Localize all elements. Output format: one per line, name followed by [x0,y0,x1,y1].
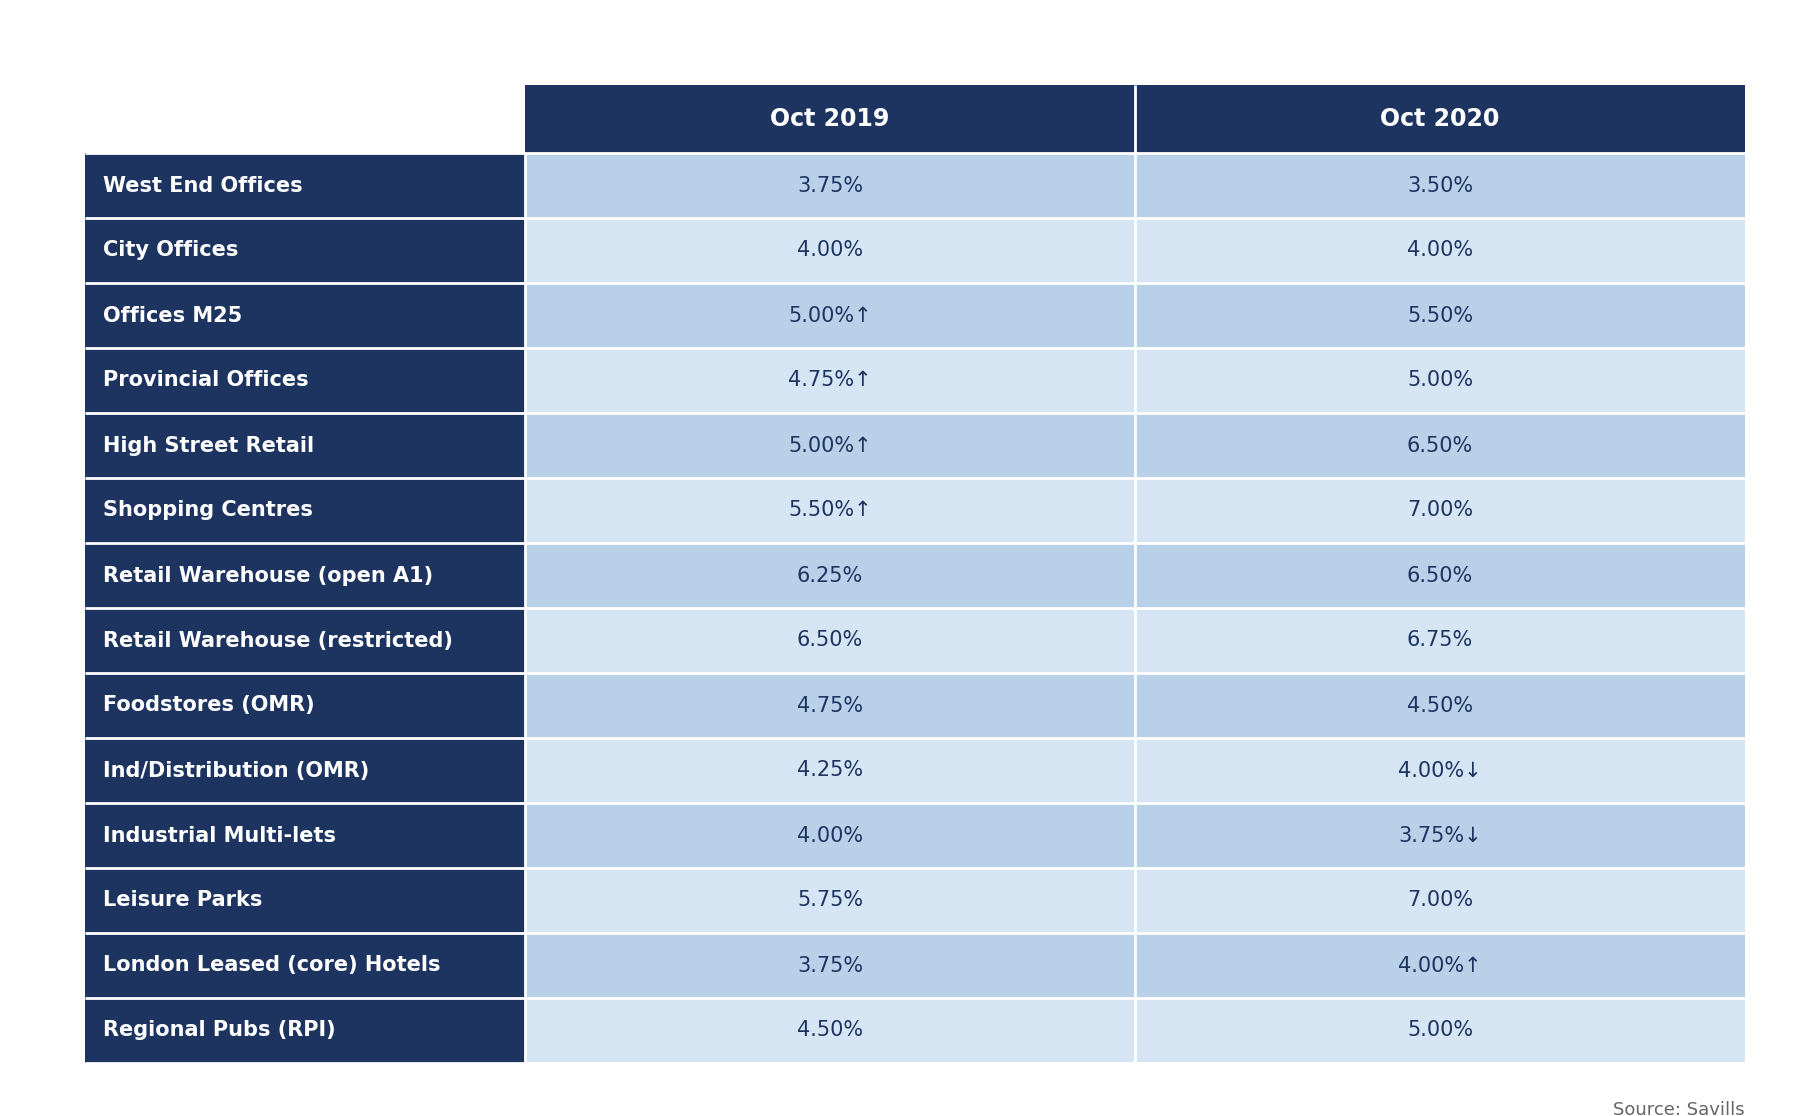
Text: 4.75%↑: 4.75%↑ [788,371,872,391]
Text: 5.00%: 5.00% [1407,1020,1473,1040]
Text: 5.75%: 5.75% [797,891,863,911]
Text: 3.75%: 3.75% [797,955,863,975]
Text: 4.00%: 4.00% [1407,241,1473,260]
Text: 3.75%: 3.75% [797,175,863,195]
Bar [1135,153,1745,218]
Text: Retail Warehouse (restricted): Retail Warehouse (restricted) [104,631,452,651]
Bar [85,608,525,673]
Bar [85,933,525,998]
Text: Oct 2020: Oct 2020 [1380,107,1500,131]
Text: 6.75%: 6.75% [1407,631,1473,651]
Bar [85,998,525,1064]
Text: London Leased (core) Hotels: London Leased (core) Hotels [104,955,441,975]
Bar [1135,218,1745,283]
Bar [525,478,1135,543]
Text: Industrial Multi-lets: Industrial Multi-lets [104,826,336,846]
Bar [525,348,1135,413]
Bar [85,283,525,348]
Bar [525,998,1135,1064]
Text: Regional Pubs (RPI): Regional Pubs (RPI) [104,1020,336,1040]
Bar [1135,998,1745,1064]
Text: 4.00%↓: 4.00%↓ [1398,760,1482,780]
Bar [1135,933,1745,998]
Text: 4.00%: 4.00% [797,826,863,846]
Text: 6.50%: 6.50% [797,631,863,651]
Bar [525,283,1135,348]
Text: 5.00%↑: 5.00%↑ [788,306,872,326]
Text: 4.50%: 4.50% [797,1020,863,1040]
Text: Leisure Parks: Leisure Parks [104,891,262,911]
Bar [85,543,525,608]
Text: 6.50%: 6.50% [1407,566,1473,586]
Bar [1135,868,1745,933]
Bar [1135,673,1745,738]
Bar [85,218,525,283]
Bar [525,413,1135,478]
Text: 4.50%: 4.50% [1407,695,1473,715]
Text: 3.75%↓: 3.75%↓ [1398,826,1482,846]
Bar [525,738,1135,804]
Text: 7.00%: 7.00% [1407,891,1473,911]
Bar [1135,804,1745,868]
Bar [1135,608,1745,673]
Bar [1135,543,1745,608]
Text: Provincial Offices: Provincial Offices [104,371,309,391]
Text: Offices M25: Offices M25 [104,306,242,326]
Text: 4.25%: 4.25% [797,760,863,780]
Text: 5.50%↑: 5.50%↑ [788,500,872,520]
Text: 5.00%: 5.00% [1407,371,1473,391]
Text: Oct 2019: Oct 2019 [770,107,890,131]
Bar [85,478,525,543]
Text: Ind/Distribution (OMR): Ind/Distribution (OMR) [104,760,369,780]
Bar [85,153,525,218]
Bar [525,153,1135,218]
Text: 4.75%: 4.75% [797,695,863,715]
Text: West End Offices: West End Offices [104,175,303,195]
Bar [525,804,1135,868]
Bar [85,673,525,738]
Bar [525,868,1135,933]
Bar [85,348,525,413]
Bar [525,218,1135,283]
Text: Foodstores (OMR): Foodstores (OMR) [104,695,314,715]
Bar [1135,413,1745,478]
Bar [525,543,1135,608]
Bar [525,85,1135,153]
Bar [525,933,1135,998]
Bar [1135,738,1745,804]
Text: 3.50%: 3.50% [1407,175,1473,195]
Bar [525,608,1135,673]
Text: 7.00%: 7.00% [1407,500,1473,520]
Bar [85,868,525,933]
Text: 6.25%: 6.25% [797,566,863,586]
Text: Shopping Centres: Shopping Centres [104,500,312,520]
Bar [85,413,525,478]
Bar [1135,478,1745,543]
Bar [525,673,1135,738]
Bar [1135,348,1745,413]
Text: Retail Warehouse (open A1): Retail Warehouse (open A1) [104,566,434,586]
Text: 5.00%↑: 5.00%↑ [788,435,872,455]
Bar [85,738,525,804]
Bar [1135,283,1745,348]
Text: 4.00%: 4.00% [797,241,863,260]
Text: 6.50%: 6.50% [1407,435,1473,455]
Text: City Offices: City Offices [104,241,238,260]
Text: Source: Savills: Source: Savills [1613,1101,1745,1116]
Bar [1135,85,1745,153]
Text: 4.00%↑: 4.00%↑ [1398,955,1482,975]
Bar [85,804,525,868]
Text: High Street Retail: High Street Retail [104,435,314,455]
Text: 5.50%: 5.50% [1407,306,1473,326]
